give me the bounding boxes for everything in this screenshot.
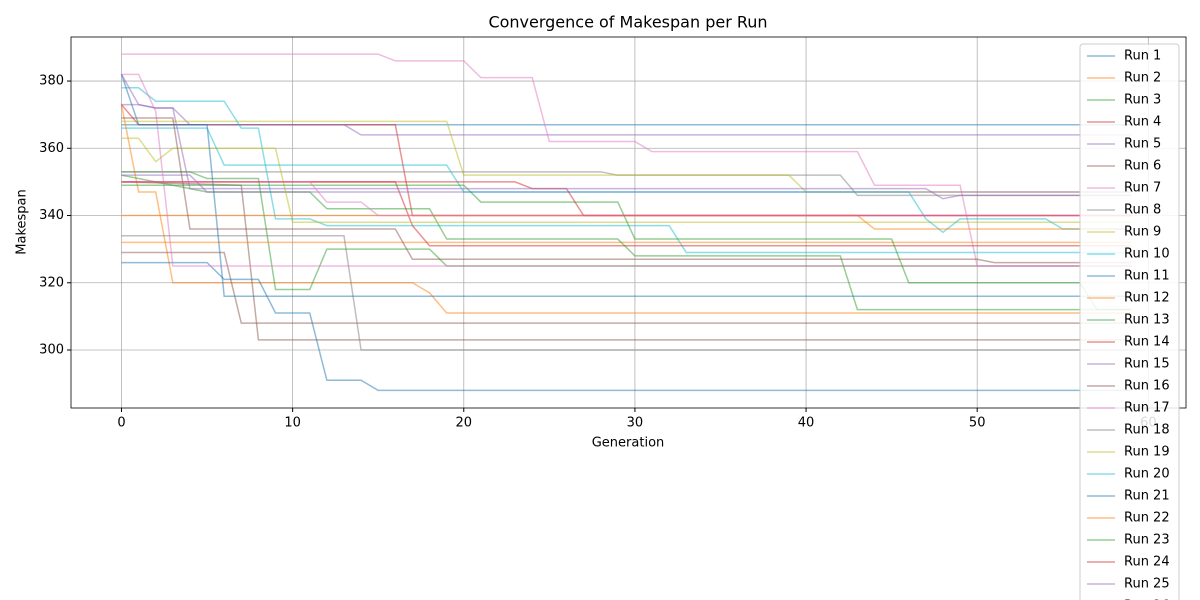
- legend-label: Run 3: [1124, 93, 1161, 108]
- series-line: [121, 234, 1132, 351]
- legend-label: Run 21: [1124, 489, 1170, 504]
- x-tick-label: 50: [969, 416, 986, 431]
- legend-label: Run 13: [1124, 313, 1170, 328]
- legend-label: Run 18: [1124, 423, 1170, 438]
- plot-frame: [70, 36, 1187, 409]
- legend-label: Run 14: [1124, 335, 1170, 350]
- series-line: [121, 181, 1132, 217]
- y-tick-label: 360: [39, 141, 64, 156]
- series-line: [121, 87, 1132, 254]
- legend-label: Run 23: [1124, 533, 1170, 548]
- chart-title: Convergence of Makespan per Run: [488, 13, 767, 32]
- y-axis-label: Makespan: [15, 189, 30, 254]
- legend-label: Run 12: [1124, 291, 1170, 306]
- legend-box: [1079, 43, 1180, 600]
- series-line: [121, 53, 1132, 267]
- legend: Run 1 Run 2 Run 3 Run 4 Run 5 Run 6 Run 7 Run 8…: [1079, 43, 1180, 600]
- x-tick-label: 20: [456, 416, 473, 431]
- series-line: [121, 73, 1132, 267]
- legend-label: Run 16: [1124, 379, 1170, 394]
- series-line: [121, 251, 1132, 324]
- legend-label: Run 5: [1124, 137, 1161, 152]
- legend-label: Run 22: [1124, 511, 1170, 526]
- series-line: [121, 117, 1132, 264]
- legend-label: Run 10: [1124, 247, 1170, 262]
- y-tick-label: 320: [39, 275, 64, 290]
- legend-label: Run 7: [1124, 181, 1161, 196]
- series-line: [121, 181, 1132, 341]
- legend-label: Run 8: [1124, 203, 1161, 218]
- series-line: [120, 104, 1132, 314]
- legend-label: Run 1: [1124, 49, 1161, 64]
- series-line: [121, 103, 1132, 136]
- legend-label: Run 11: [1124, 269, 1170, 284]
- series-line: [120, 74, 1132, 297]
- series-line: [121, 261, 1132, 392]
- x-tick-label: 30: [627, 416, 644, 431]
- legend-label: Run 26: [1124, 599, 1170, 600]
- series-line: [121, 174, 1132, 193]
- series-line: [121, 181, 1132, 217]
- y-tick-label: 300: [39, 343, 64, 358]
- series-line: [121, 171, 1132, 291]
- legend-label: Run 19: [1124, 445, 1170, 460]
- legend-label: Run 4: [1124, 115, 1161, 130]
- legend-label: Run 15: [1124, 357, 1170, 372]
- legend-label: Run 20: [1124, 467, 1170, 482]
- legend-label: Run 24: [1124, 555, 1170, 570]
- series-line: [121, 127, 1132, 234]
- x-tick-label: 0: [117, 416, 125, 431]
- x-tick-label: 40: [798, 416, 815, 431]
- legend-label: Run 25: [1124, 577, 1170, 592]
- x-axis-label: Generation: [592, 436, 665, 451]
- legend-label: Run 2: [1124, 71, 1161, 86]
- legend-label: Run 9: [1124, 225, 1161, 240]
- series-line: [121, 137, 1132, 223]
- series-line: [120, 73, 1132, 200]
- y-tick-label: 380: [39, 74, 64, 89]
- legend-label: Run 6: [1124, 159, 1161, 174]
- y-tick-label: 340: [39, 208, 64, 223]
- x-tick-label: 10: [284, 416, 301, 431]
- legend-label: Run 17: [1124, 401, 1170, 416]
